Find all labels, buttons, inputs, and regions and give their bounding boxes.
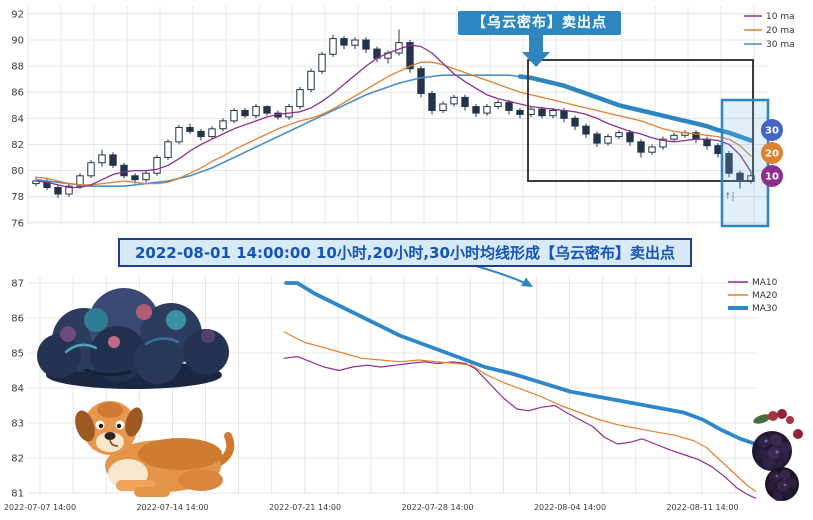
svg-text:2022-08-04 14:00: 2022-08-04 14:00: [534, 503, 606, 512]
legend-20ma-label: 20 ma: [766, 26, 795, 36]
candles: [32, 29, 755, 198]
dog-illustration: [75, 401, 235, 497]
pattern-box-black: [527, 59, 754, 182]
ma-badge-30: 30: [761, 119, 783, 141]
svg-text:86: 86: [11, 88, 24, 99]
badge-20-label: 20: [765, 149, 779, 160]
legend-ma10-label: MA10: [752, 278, 778, 288]
svg-text:87: 87: [11, 279, 24, 290]
svg-text:84: 84: [11, 114, 24, 125]
bottom-x-labels: 2022-07-07 14:00 2022-07-14 14:00 2022-07-…: [4, 503, 739, 512]
ma30-line-thick: [517, 74, 754, 143]
ma-badge-20: 20: [761, 142, 783, 164]
badge-10-label: 10: [765, 172, 779, 183]
top-y-labels: 76 78 80 82 84 86 88 90 92: [11, 9, 24, 229]
legend-ma20-label: MA20: [752, 291, 778, 301]
svg-text:92: 92: [11, 9, 24, 20]
svg-text:88: 88: [11, 62, 24, 73]
bottom-y-labels: 81 82 83 84 85 86 87: [11, 279, 24, 500]
badge-20-circle: [761, 142, 783, 164]
svg-text:78: 78: [11, 192, 24, 203]
highlight-box-blue: [720, 98, 770, 228]
svg-text:82: 82: [11, 454, 24, 465]
svg-text:84: 84: [11, 384, 24, 395]
svg-text:83: 83: [11, 419, 24, 430]
svg-text:2022-07-07 14:00: 2022-07-07 14:00: [4, 503, 76, 512]
badge-30-label: 30: [765, 126, 779, 137]
svg-text:2022-07-21 14:00: 2022-07-21 14:00: [269, 503, 341, 512]
svg-text:82: 82: [11, 140, 24, 151]
svg-text:90: 90: [11, 36, 24, 47]
bottom-legend: MA10 MA20 MA30: [728, 278, 778, 314]
legend-30ma-label: 30 ma: [766, 40, 795, 50]
svg-text:2022-07-14 14:00: 2022-07-14 14:00: [136, 503, 208, 512]
svg-text:80: 80: [11, 166, 24, 177]
legend-10ma-label: 10 ma: [766, 12, 795, 22]
badge-30-circle: [761, 119, 783, 141]
storm-cloud-illustration: [37, 288, 229, 389]
ma-badge-10: 10: [761, 165, 783, 187]
event-banner: 2022-08-01 14:00:00 10小时,20小时,30小时均线形成【乌…: [118, 238, 692, 267]
blackberries-illustration: [752, 409, 803, 501]
ma10-line: [35, 44, 752, 189]
svg-text:2022-07-28 14:00: 2022-07-28 14:00: [401, 503, 473, 512]
svg-text:86: 86: [11, 314, 24, 325]
bottom-series: [283, 281, 758, 499]
legend-ma30-label: MA30: [752, 304, 778, 314]
sell-point-arrow: [522, 34, 550, 67]
top-chart: 30 20 10 10 ma 20 ma 30 ma 76 78 80 82 84 86 8…: [11, 6, 795, 229]
svg-text:2022-08-11 14:00: 2022-08-11 14:00: [666, 503, 738, 512]
svg-text:85: 85: [11, 349, 24, 360]
badge-10-circle: [761, 165, 783, 187]
marker-glyph: ↑|: [724, 192, 735, 202]
svg-text:81: 81: [11, 489, 24, 500]
ma30-line: [35, 74, 521, 187]
bottom-chart: MA10 MA20 MA30 81 82 83 84 85 86 87 2022-07-07…: [4, 261, 778, 512]
sell-annotation: 【乌云密布】卖出点: [458, 11, 621, 35]
svg-text:76: 76: [11, 218, 24, 229]
ma20-line: [35, 61, 752, 186]
top-legend: 10 ma 20 ma 30 ma: [744, 12, 795, 50]
